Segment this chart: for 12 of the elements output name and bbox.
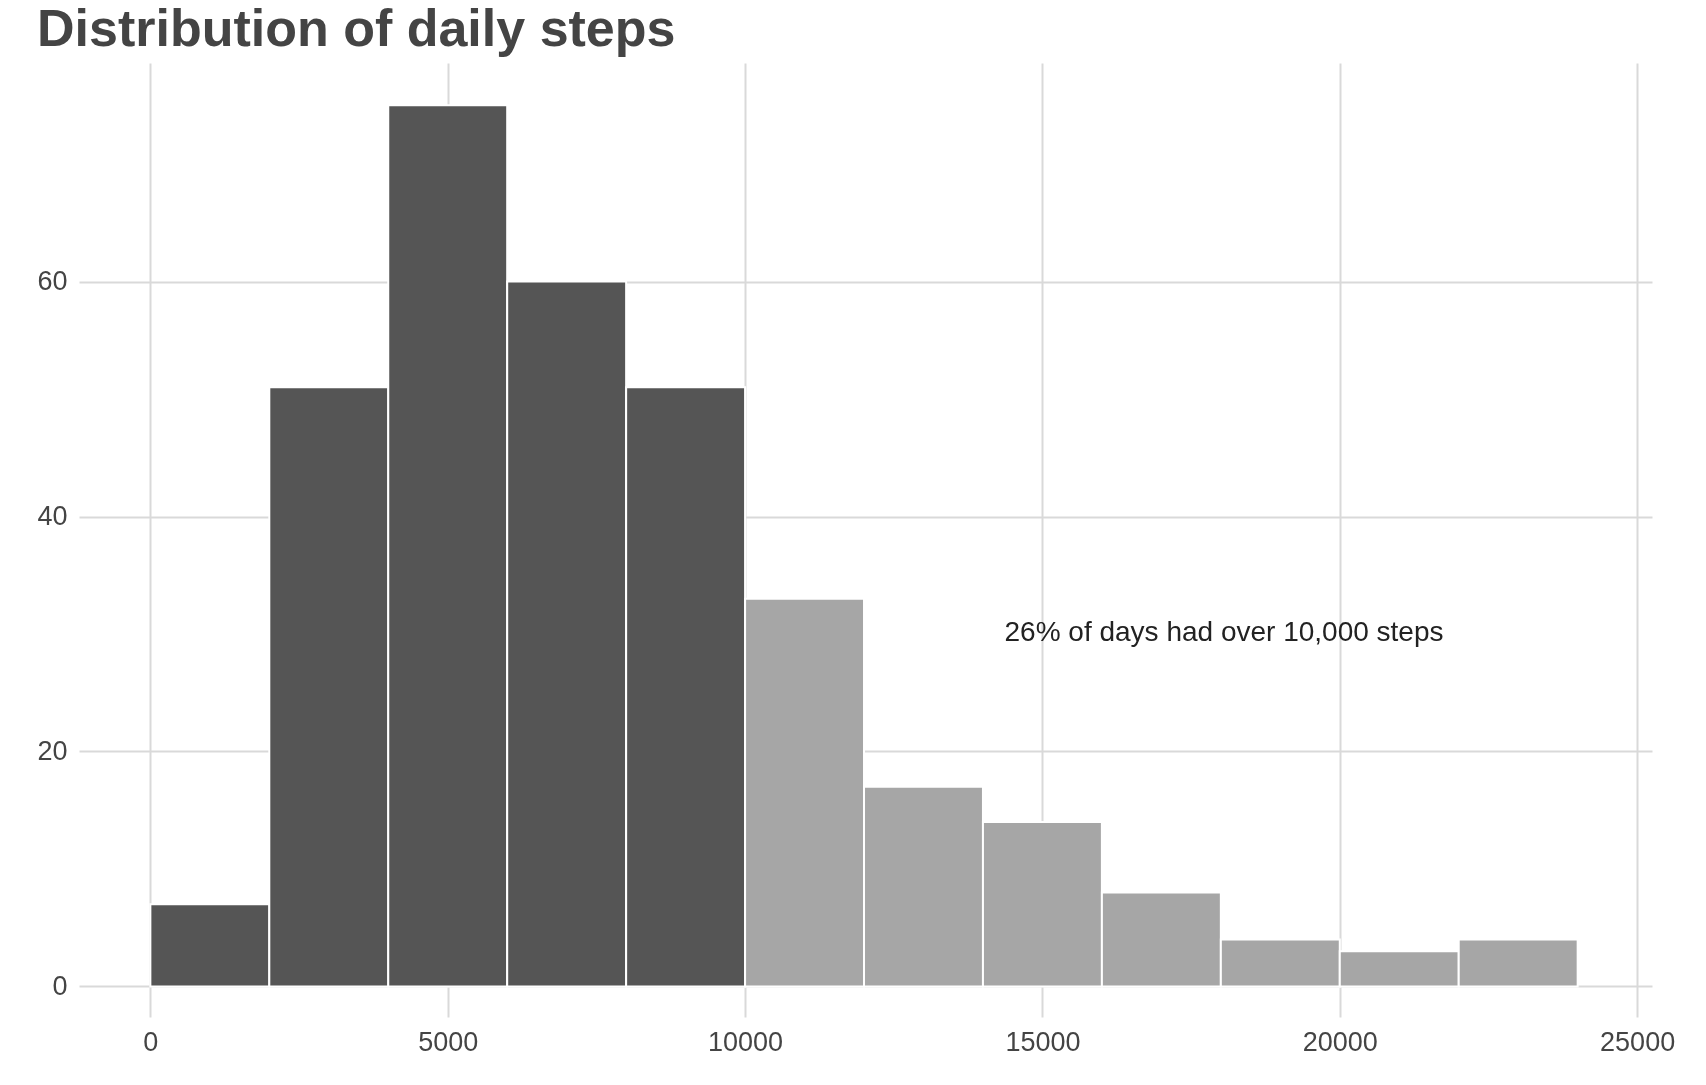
x-tick-label: 15000	[1005, 1026, 1081, 1057]
y-tick-label: 0	[52, 970, 68, 1001]
x-tick-label: 20000	[1302, 1026, 1378, 1057]
y-tick-label: 40	[37, 501, 68, 531]
chart-title: Distribution of daily steps	[36, 0, 676, 57]
annotation: 26% of days had over 10,000 steps	[1004, 616, 1444, 647]
y-tick-label: 60	[37, 266, 68, 297]
x-tick-label: 5000	[418, 1026, 479, 1057]
x-tick-label: 10000	[708, 1026, 784, 1057]
x-tick-label: 0	[143, 1026, 159, 1057]
y-tick-label: 20	[37, 735, 68, 766]
x-tick-label: 25000	[1600, 1026, 1676, 1057]
